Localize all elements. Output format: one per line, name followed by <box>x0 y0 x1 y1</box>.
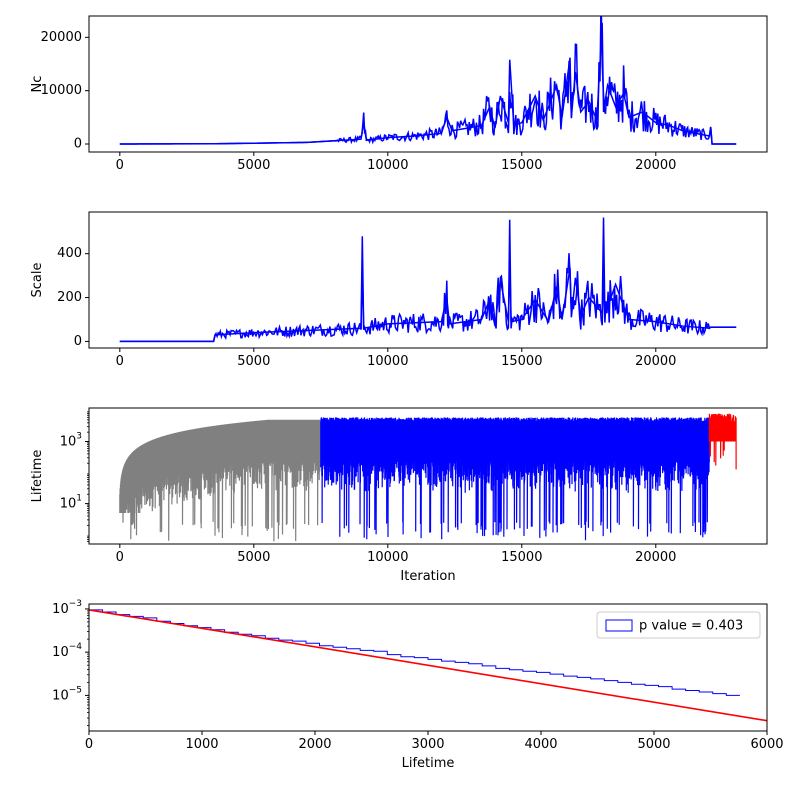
y-tick-label: 200 <box>57 290 82 305</box>
legend-box <box>596 611 761 639</box>
x-axis-label: Iteration <box>400 569 455 584</box>
x-axis-label: Lifetime <box>402 756 455 771</box>
y-axis-label: Nc <box>30 76 45 93</box>
y-tick-label: 20000 <box>41 30 82 45</box>
lifetime-trace-3 <box>708 413 737 470</box>
x-tick-label: 20000 <box>635 550 676 565</box>
x-tick-label: 5000 <box>237 158 270 173</box>
x-tick-label: 15000 <box>501 158 542 173</box>
y-tick-label: 103 <box>60 431 82 449</box>
x-tick-label: 5000 <box>237 354 270 369</box>
panel-2-plot <box>119 217 737 343</box>
lifetime-trace-2 <box>320 417 710 541</box>
fit-line <box>89 609 767 722</box>
legend-label: p value = 0.403 <box>639 619 743 634</box>
panel-2-frame <box>88 211 768 349</box>
x-tick-label: 6000 <box>750 737 783 752</box>
y-tick-label: 101 <box>60 493 82 511</box>
x-tick-label: 10000 <box>367 354 408 369</box>
legend-swatch <box>605 619 633 632</box>
y-axis-label: Scale <box>30 263 45 298</box>
series-peaks-1 <box>119 22 737 145</box>
x-tick-label: 3000 <box>411 737 444 752</box>
x-tick-label: 0 <box>116 158 124 173</box>
panel-3-axes: 0 5000 10000 15000 20000 101 103 Lifetime Iterat… <box>30 411 676 584</box>
panel-2-axes: 0 5000 10000 15000 20000 0 200 400 Scale <box>30 246 676 369</box>
y-tick-label: 10−4 <box>52 642 82 660</box>
x-tick-label: 4000 <box>524 737 557 752</box>
y-tick-label: 10−3 <box>52 598 82 616</box>
x-tick-label: 0 <box>116 354 124 369</box>
x-tick-label: 10000 <box>367 158 408 173</box>
panel-4-plot <box>89 609 767 722</box>
panel-4-axes: 0 1000 2000 3000 4000 5000 6000 10−5 10−4 10−3 Lif… <box>52 598 783 771</box>
legend: p value = 0.403 <box>596 611 761 639</box>
x-tick-label: 20000 <box>635 158 676 173</box>
x-tick-label: 0 <box>116 550 124 565</box>
y-tick-label: 10000 <box>41 83 82 98</box>
panel-1-frame <box>88 15 768 153</box>
x-tick-label: 5000 <box>637 737 670 752</box>
x-tick-label: 2000 <box>298 737 331 752</box>
series-peaks-1 <box>119 217 737 343</box>
x-tick-label: 0 <box>85 737 93 752</box>
panel-3-plot <box>119 413 737 542</box>
panel-3-frame <box>88 407 768 545</box>
y-tick-label: 10−5 <box>52 685 82 703</box>
x-tick-label: 15000 <box>501 354 542 369</box>
lifetime-trace-1 <box>119 419 322 542</box>
panel-1-plot <box>119 16 737 145</box>
panel-1-axes: 0 5000 10000 15000 20000 0 10000 20000 Nc <box>30 30 676 173</box>
y-tick-label: 0 <box>74 334 82 349</box>
x-tick-label: 15000 <box>501 550 542 565</box>
x-tick-label: 10000 <box>367 550 408 565</box>
x-tick-label: 1000 <box>185 737 218 752</box>
y-tick-label: 0 <box>74 137 82 152</box>
x-tick-label: 5000 <box>237 550 270 565</box>
x-tick-label: 20000 <box>635 354 676 369</box>
y-axis-label: Lifetime <box>30 450 45 503</box>
y-tick-label: 400 <box>57 246 82 261</box>
